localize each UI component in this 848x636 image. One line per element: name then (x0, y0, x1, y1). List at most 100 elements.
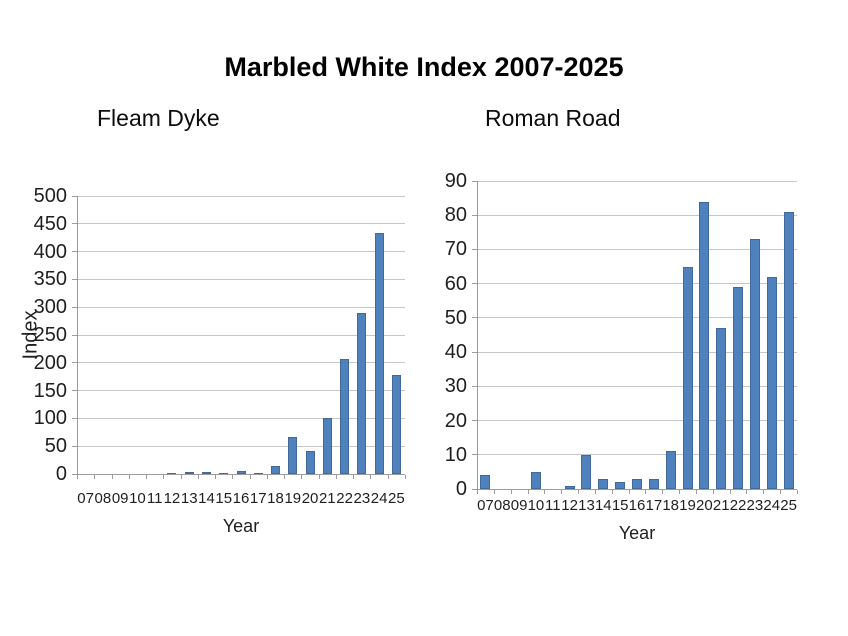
y-tick-mark (72, 473, 77, 475)
y-tick-label: 0 (455, 478, 467, 500)
gridline (77, 445, 405, 447)
y-tick-label: 30 (444, 375, 467, 398)
x-tick-mark (405, 475, 406, 479)
x-tick-mark (797, 490, 798, 494)
y-tick-mark (72, 445, 77, 447)
y-tick-mark (472, 488, 477, 490)
x-axis-line (77, 474, 405, 475)
x-tick-mark (284, 475, 286, 479)
x-tick-mark (215, 475, 217, 479)
gridline (477, 351, 797, 353)
x-tick-mark (679, 490, 681, 494)
roman-road-plot-area (477, 180, 797, 490)
y-tick-label: 50 (444, 306, 467, 329)
x-tick-mark (477, 490, 478, 494)
x-tick-mark (318, 475, 320, 479)
x-tick-mark (370, 475, 372, 479)
bar-24 (374, 233, 384, 474)
x-tick-label: 18 (662, 497, 680, 514)
x-tick-mark (780, 490, 782, 494)
x-tick-label: 24 (763, 497, 781, 514)
gridline (477, 180, 797, 182)
x-tick-label: 12 (163, 490, 181, 507)
bar-16 (632, 479, 642, 489)
y-tick-mark (472, 283, 477, 285)
x-tick-label: 08 (94, 490, 112, 507)
bar-21 (716, 328, 727, 489)
x-tick-label: 20 (696, 497, 713, 514)
y-tick-mark (472, 248, 477, 250)
y-axis-line (477, 181, 478, 489)
x-tick-label: 24 (370, 490, 388, 507)
x-tick-mark (493, 490, 495, 494)
x-tick-label: 12 (561, 497, 578, 514)
x-tick-label: 15 (215, 490, 233, 507)
gridline (77, 390, 405, 392)
x-tick-mark (266, 475, 268, 479)
x-tick-mark (146, 475, 148, 479)
x-tick-label: 23 (353, 490, 371, 507)
gridline (477, 420, 797, 422)
bar-17 (648, 479, 659, 489)
gridline (77, 306, 405, 308)
x-tick-label: 25 (780, 497, 797, 514)
x-tick-mark (712, 490, 714, 494)
x-tick-label: 20 (301, 490, 319, 507)
x-tick-label: 11 (544, 497, 561, 514)
bar-16 (236, 471, 246, 474)
x-tick-label: 16 (232, 490, 250, 507)
bar-20 (305, 451, 315, 474)
x-tick-mark (746, 490, 748, 494)
x-tick-mark (594, 490, 596, 494)
roman-road-chart-title: Roman Road (485, 105, 621, 131)
y-tick-mark (472, 317, 477, 319)
bar-22 (733, 287, 744, 489)
y-tick-label: 450 (33, 212, 67, 235)
x-tick-label: 21 (318, 490, 336, 507)
y-tick-mark (72, 362, 77, 364)
gridline (77, 195, 405, 197)
x-tick-mark (163, 475, 165, 479)
bar-17 (253, 473, 263, 474)
x-tick-mark (232, 475, 234, 479)
page-title: Marbled White Index 2007-2025 (224, 52, 624, 82)
fleam-dyke-chart-title: Fleam Dyke (97, 105, 220, 131)
gridline (77, 223, 405, 225)
x-tick-label: 21 (712, 497, 730, 514)
gridline (477, 454, 797, 456)
y-tick-label: 20 (444, 409, 467, 432)
bar-21 (322, 418, 332, 474)
gridline (477, 248, 797, 250)
gridline (77, 334, 405, 336)
bar-18 (665, 451, 676, 489)
bar-24 (766, 277, 777, 489)
y-tick-label: 250 (33, 324, 67, 346)
bar-12 (564, 486, 575, 489)
x-tick-mark (94, 475, 96, 479)
y-axis-line (77, 196, 78, 474)
x-tick-label: 11 (146, 490, 163, 507)
x-tick-mark (197, 475, 199, 479)
x-tick-mark (561, 490, 563, 494)
y-tick-mark (72, 251, 77, 253)
x-tick-label: 09 (510, 497, 528, 514)
bar-10 (530, 472, 541, 489)
x-tick-mark (611, 490, 613, 494)
x-tick-label: 14 (594, 497, 612, 514)
x-tick-mark (544, 490, 546, 494)
gridline (477, 214, 797, 216)
x-tick-label: 10 (129, 490, 146, 507)
x-axis-line (477, 489, 797, 490)
y-tick-mark (72, 195, 77, 197)
x-tick-mark (527, 490, 529, 494)
y-tick-label: 200 (33, 351, 67, 374)
x-tick-mark (77, 475, 78, 479)
y-tick-label: 300 (33, 296, 67, 319)
x-tick-label: 19 (284, 490, 302, 507)
bar-19 (288, 437, 298, 474)
x-tick-mark (695, 490, 697, 494)
gridline (77, 417, 405, 419)
bar-25 (391, 375, 401, 474)
y-tick-label: 0 (55, 463, 67, 485)
bar-14 (201, 472, 211, 474)
